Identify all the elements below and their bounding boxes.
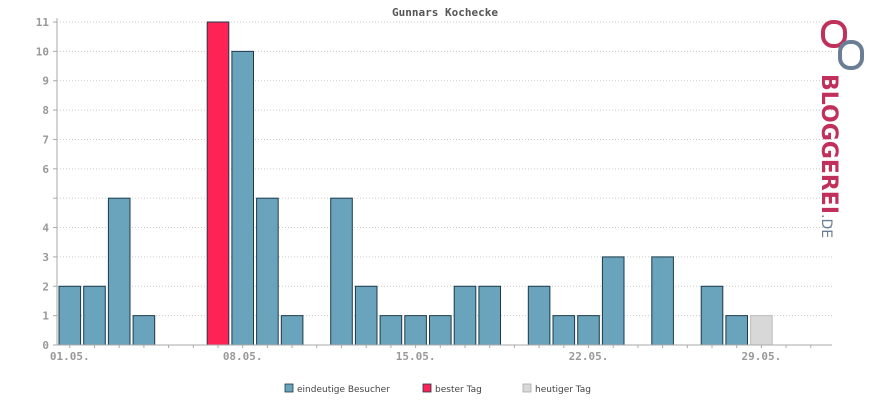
bar-day-8 bbox=[231, 50, 254, 346]
logo-text-main: BLOGGEREI bbox=[816, 74, 841, 214]
y-tick-label: 2 bbox=[42, 280, 49, 293]
bar-day-16 bbox=[429, 315, 452, 346]
bar-day-4 bbox=[132, 315, 156, 346]
bar-day-28 bbox=[725, 315, 749, 346]
y-tick-label: 4 bbox=[42, 222, 49, 235]
x-tick-label: 29.05. bbox=[742, 350, 782, 363]
bar-day-27 bbox=[700, 285, 724, 346]
legend-swatch-normal bbox=[284, 383, 294, 393]
bars bbox=[58, 21, 773, 346]
bar-day-2 bbox=[83, 285, 106, 346]
grid-lines bbox=[57, 21, 832, 317]
x-axis-ticks: 01.05. 08.05. 15.05. 22.05. 29.05. bbox=[50, 345, 812, 363]
legend-label-normal: eindeutige Besucher bbox=[297, 385, 390, 395]
y-tick-label: 7 bbox=[42, 133, 49, 146]
legend: eindeutige Besucher bester Tag heutiger Ta… bbox=[284, 383, 591, 395]
legend-swatch-best bbox=[422, 383, 432, 393]
y-tick-label: 6 bbox=[42, 163, 49, 176]
x-tick-label: 15.05. bbox=[396, 350, 436, 363]
legend-label-best: bester Tag bbox=[435, 385, 482, 395]
logo-mark-icon bbox=[821, 20, 864, 70]
bar-day-15 bbox=[404, 315, 427, 346]
bar-day-14 bbox=[379, 315, 403, 346]
y-axis-ticks: 0 1 2 3 4 6 7 8 9 10 11 bbox=[36, 16, 57, 352]
bar-day-10 bbox=[280, 315, 304, 346]
y-tick-label: 0 bbox=[42, 339, 49, 352]
bar-day-1 bbox=[58, 285, 82, 346]
bar-day-17 bbox=[453, 285, 477, 346]
x-tick-label: 22.05. bbox=[569, 350, 609, 363]
x-tick-label: 01.05. bbox=[50, 350, 90, 363]
y-tick-label: 3 bbox=[42, 251, 49, 264]
bar-day-9 bbox=[256, 197, 279, 346]
y-tick-label: 10 bbox=[36, 45, 49, 58]
bar-day-13 bbox=[354, 285, 378, 346]
logo-text: BLOGGEREI.DE bbox=[816, 74, 841, 238]
chart-title: Gunnars Kochecke bbox=[392, 6, 498, 19]
bar-day-12 bbox=[330, 197, 353, 346]
bar-day-18 bbox=[478, 285, 501, 346]
y-tick-label: 9 bbox=[42, 75, 49, 88]
bar-day-20 bbox=[527, 285, 551, 346]
bar-day-25 bbox=[651, 256, 674, 346]
bloggerei-logo: BLOGGEREI.DE bbox=[816, 20, 864, 238]
bar-day-3 bbox=[107, 197, 131, 346]
bar-day-7 bbox=[206, 21, 230, 346]
bar-day-21 bbox=[552, 315, 576, 346]
y-tick-label: 8 bbox=[42, 104, 49, 117]
logo-text-suffix: .DE bbox=[818, 214, 834, 238]
y-tick-label: 11 bbox=[36, 16, 50, 29]
y-tick-label: 1 bbox=[42, 310, 49, 323]
bar-day-23 bbox=[601, 256, 625, 346]
legend-swatch-today bbox=[522, 383, 532, 393]
legend-label-today: heutiger Tag bbox=[535, 385, 591, 395]
x-tick-label: 08.05. bbox=[223, 350, 263, 363]
bar-day-22 bbox=[577, 315, 600, 346]
bar-day-29 bbox=[750, 315, 773, 346]
